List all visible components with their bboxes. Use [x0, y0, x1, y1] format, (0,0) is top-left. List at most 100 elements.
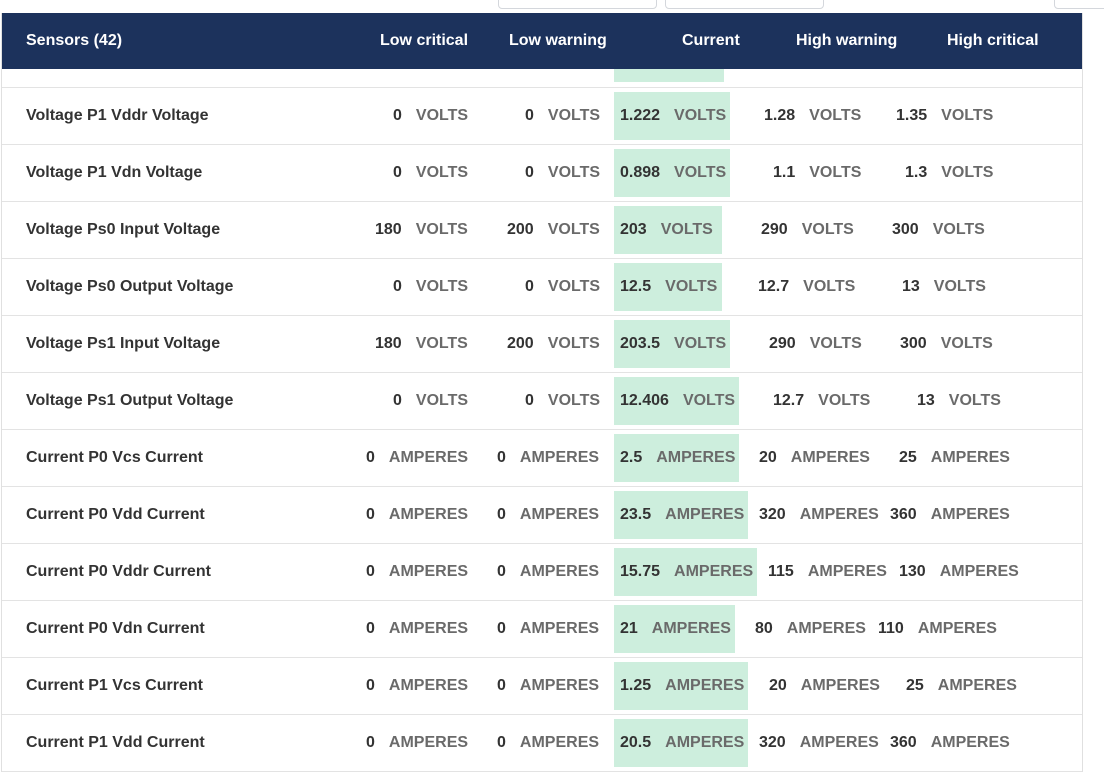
- high-warning-value: 12.7: [758, 278, 790, 295]
- low-critical-value: 0: [366, 734, 375, 751]
- current-value: 1.25: [620, 677, 652, 694]
- high-warning: 1.28 VOLTS: [764, 108, 861, 124]
- low-warning-unit: VOLTS: [547, 278, 601, 295]
- table-row[interactable]: Current P0 Vddr Current 0 AMPERES 0 AMPERES 1…: [2, 544, 1082, 601]
- high-warning-value: 1.1: [773, 164, 796, 181]
- table-row[interactable]: Voltage Ps0 Output Voltage 0 VOLTS 0 VOLTS 12…: [2, 259, 1082, 316]
- current-value: 23.5: [620, 506, 652, 523]
- high-warning-value: 320: [759, 506, 786, 523]
- column-low-warning[interactable]: Low warning: [509, 32, 607, 49]
- current-highlight: 203.5 VOLTS: [614, 320, 730, 368]
- column-high-critical[interactable]: High critical: [947, 32, 1039, 49]
- sensors-table: Sensors (42) Low critical Low warning Cu…: [1, 13, 1083, 772]
- high-warning-value: 12.7: [773, 392, 805, 409]
- low-critical-unit: VOLTS: [415, 335, 468, 352]
- sensor-name: Voltage Ps1 Input Voltage: [26, 335, 221, 352]
- sensor-name: Voltage Ps1 Output Voltage: [26, 392, 234, 409]
- current-highlight: 12.406 VOLTS: [614, 377, 739, 425]
- high-critical-value: 360: [890, 506, 917, 523]
- sensor-name: Voltage P1 Vdn Voltage: [26, 164, 203, 181]
- low-warning-unit: VOLTS: [547, 107, 601, 124]
- low-warning-unit: VOLTS: [547, 335, 600, 352]
- high-critical-unit: VOLTS: [933, 278, 986, 295]
- low-critical-value: 0: [393, 107, 402, 124]
- table-row[interactable]: Current P0 Vdd Current 0 AMPERES 0 AMPERES 23…: [2, 487, 1082, 544]
- low-warning-value: 200: [507, 221, 534, 238]
- high-critical: 1.3 VOLTS: [905, 165, 993, 181]
- high-warning: 12.7 VOLTS: [758, 279, 855, 295]
- low-critical-unit: VOLTS: [415, 221, 468, 238]
- toolbar-control[interactable]: [665, 0, 824, 9]
- low-warning-unit: VOLTS: [547, 392, 601, 409]
- high-critical: 130 AMPERES: [899, 564, 1019, 580]
- low-warning: 0 VOLTS: [525, 108, 600, 124]
- current-value: 203.5: [620, 335, 661, 352]
- high-critical-unit: AMPERES: [937, 677, 1017, 694]
- high-critical-unit: VOLTS: [948, 392, 1001, 409]
- low-warning: 0 VOLTS: [525, 165, 600, 181]
- high-warning: 20 AMPERES: [759, 450, 870, 466]
- low-critical-value: 180: [375, 221, 402, 238]
- high-critical-value: 13: [902, 278, 920, 295]
- toolbar-control[interactable]: [498, 0, 657, 9]
- low-critical-value: 0: [366, 620, 375, 637]
- high-critical-value: 1.3: [905, 164, 928, 181]
- high-warning: 320 AMPERES: [759, 735, 879, 751]
- table-row[interactable]: Voltage Ps0 Input Voltage 180 VOLTS 200 VOLT…: [2, 202, 1082, 259]
- high-critical-value: 300: [900, 335, 927, 352]
- high-warning-unit: AMPERES: [799, 506, 879, 523]
- low-critical-value: 180: [375, 335, 402, 352]
- low-warning-unit: AMPERES: [519, 734, 600, 751]
- high-warning-value: 20: [769, 677, 787, 694]
- high-critical-value: 130: [899, 563, 926, 580]
- low-warning-unit: VOLTS: [547, 164, 601, 181]
- current: 1.222 VOLTS: [620, 108, 726, 124]
- column-current[interactable]: Current: [682, 32, 740, 49]
- table-header: Sensors (42) Low critical Low warning Cu…: [2, 13, 1082, 69]
- table-row[interactable]: Voltage P1 Vddr Voltage 0 VOLTS 0 VOLTS 1.222…: [2, 88, 1082, 145]
- table-row[interactable]: Current P0 Vcs Current 0 AMPERES 0 AMPERES 2.…: [2, 430, 1082, 487]
- column-low-critical[interactable]: Low critical: [380, 32, 469, 49]
- low-critical-unit: VOLTS: [415, 392, 469, 409]
- table-row[interactable]: Voltage P1 Vdn Voltage 0 VOLTS 0 VOLTS 0.898 V…: [2, 145, 1082, 202]
- current-value: 2.5: [620, 449, 643, 466]
- high-warning: 290 VOLTS: [761, 222, 854, 238]
- high-critical-unit: AMPERES: [930, 506, 1010, 523]
- low-critical: 0 AMPERES: [366, 564, 468, 580]
- low-critical-unit: AMPERES: [388, 449, 469, 466]
- current-highlight: 2.5 AMPERES: [614, 434, 739, 482]
- high-warning-value: 320: [759, 734, 786, 751]
- sensor-name: Voltage P1 Vddr Voltage: [26, 107, 209, 124]
- current: 23.5 AMPERES: [620, 507, 744, 523]
- low-critical-unit: VOLTS: [415, 164, 469, 181]
- column-high-warning[interactable]: High warning: [796, 32, 898, 49]
- current-value: 203: [620, 221, 647, 238]
- table-row[interactable]: Voltage Ps1 Input Voltage 180 VOLTS 200 VOLT…: [2, 316, 1082, 373]
- table-row[interactable]: Current P1 Vdd Current 0 AMPERES 0 AMPERES 20…: [2, 715, 1082, 772]
- current-highlight: 23.5 AMPERES: [614, 491, 748, 539]
- table-row[interactable]: Current P1 Vcs Current 0 AMPERES 0 AMPERES 1.…: [2, 658, 1082, 715]
- current: 20.5 AMPERES: [620, 735, 744, 751]
- high-critical: 360 AMPERES: [890, 735, 1010, 751]
- high-critical: 300 VOLTS: [892, 222, 985, 238]
- low-warning: 0 AMPERES: [497, 678, 599, 694]
- high-critical-value: 110: [878, 620, 904, 637]
- high-warning-value: 115: [768, 563, 794, 580]
- table-row[interactable]: Voltage Ps1 Output Voltage 0 VOLTS 0 VOLTS 12…: [2, 373, 1082, 430]
- sensor-name: Current P0 Vdn Current: [26, 620, 205, 637]
- current-highlight: 20.5 AMPERES: [614, 719, 748, 767]
- low-warning-unit: AMPERES: [519, 449, 600, 466]
- current: 12.5 VOLTS: [620, 279, 717, 295]
- high-warning-unit: VOLTS: [809, 164, 862, 181]
- current-value: 15.75: [620, 563, 661, 580]
- low-warning-value: 0: [497, 620, 506, 637]
- high-critical: 13 VOLTS: [917, 393, 1001, 409]
- low-warning: 0 AMPERES: [497, 621, 599, 637]
- sensor-name: Current P0 Vdd Current: [26, 506, 205, 523]
- toolbar-control[interactable]: [1054, 0, 1104, 9]
- table-row[interactable]: Current P0 Vdn Current 0 AMPERES 0 AMPERES 21…: [2, 601, 1082, 658]
- current-value: 12.5: [620, 278, 652, 295]
- table-title: Sensors (42): [26, 32, 123, 49]
- low-warning: 0 AMPERES: [497, 450, 599, 466]
- low-critical-value: 0: [393, 164, 402, 181]
